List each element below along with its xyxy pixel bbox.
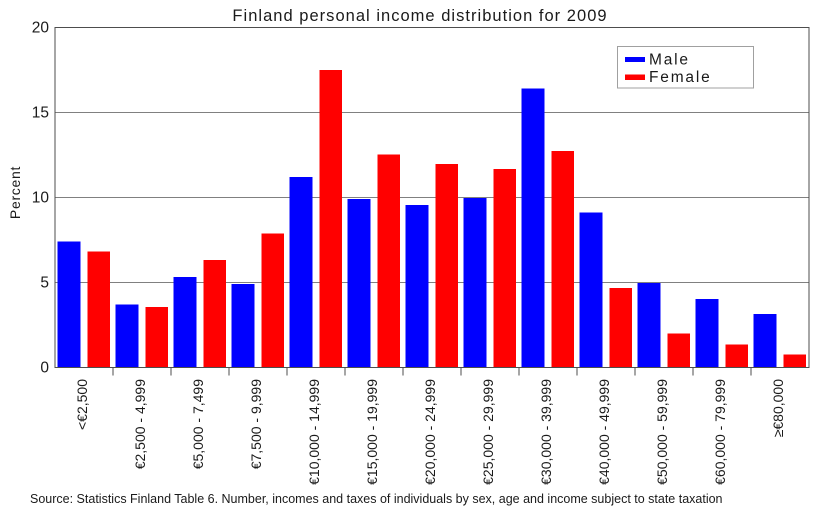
svg-text:€25,000 - 29,999: €25,000 - 29,999 bbox=[480, 379, 496, 485]
svg-text:€30,000 - 39,999: €30,000 - 39,999 bbox=[538, 379, 554, 485]
svg-text:20: 20 bbox=[32, 20, 50, 37]
svg-text:5: 5 bbox=[40, 275, 49, 292]
svg-text:<€2,500: <€2,500 bbox=[74, 379, 90, 430]
svg-text:€2,500 - 4,999: €2,500 - 4,999 bbox=[132, 379, 148, 470]
svg-text:Male: Male bbox=[649, 52, 690, 69]
svg-text:Finland personal income distri: Finland personal income distribution for… bbox=[232, 7, 607, 25]
svg-text:€10,000 - 14,999: €10,000 - 14,999 bbox=[306, 379, 322, 485]
svg-text:€7,500 - 9,999: €7,500 - 9,999 bbox=[248, 379, 264, 470]
svg-text:€40,000 - 49,999: €40,000 - 49,999 bbox=[596, 379, 612, 485]
svg-text:€50,000 - 59,999: €50,000 - 59,999 bbox=[654, 379, 670, 485]
svg-text:Female: Female bbox=[649, 69, 711, 86]
svg-text:€60,000 - 79,999: €60,000 - 79,999 bbox=[712, 379, 728, 485]
svg-text:10: 10 bbox=[32, 190, 50, 207]
svg-text:15: 15 bbox=[32, 105, 49, 122]
svg-text:€20,000 - 24,999: €20,000 - 24,999 bbox=[422, 379, 438, 485]
svg-text:€5,000 - 7,499: €5,000 - 7,499 bbox=[190, 379, 206, 470]
svg-text:€15,000 - 19,999: €15,000 - 19,999 bbox=[364, 379, 380, 485]
svg-text:≥€80,000: ≥€80,000 bbox=[770, 379, 786, 438]
svg-text:0: 0 bbox=[40, 360, 49, 377]
svg-text:Source: Statistics Finland Tab: Source: Statistics Finland Table 6. Numb… bbox=[30, 492, 723, 506]
svg-text:Percent: Percent bbox=[7, 166, 23, 219]
